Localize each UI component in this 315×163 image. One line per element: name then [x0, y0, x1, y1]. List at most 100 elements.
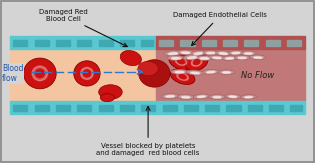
- Ellipse shape: [218, 70, 235, 74]
- Ellipse shape: [139, 60, 170, 87]
- Ellipse shape: [177, 50, 194, 55]
- Ellipse shape: [194, 60, 200, 65]
- Bar: [10, 49, 156, 101]
- Ellipse shape: [219, 53, 227, 54]
- Ellipse shape: [83, 70, 90, 77]
- Bar: [205, 104, 219, 111]
- Bar: [156, 36, 305, 49]
- Bar: [266, 40, 280, 46]
- Ellipse shape: [250, 55, 266, 59]
- Bar: [99, 40, 113, 46]
- Ellipse shape: [215, 51, 232, 56]
- Bar: [120, 40, 134, 46]
- Ellipse shape: [213, 96, 221, 98]
- Text: Blood
flow: Blood flow: [2, 64, 24, 83]
- Bar: [10, 36, 156, 49]
- Ellipse shape: [196, 56, 213, 60]
- Ellipse shape: [181, 96, 190, 98]
- Ellipse shape: [120, 51, 141, 66]
- Bar: [180, 40, 194, 46]
- Bar: [99, 104, 113, 111]
- Ellipse shape: [221, 56, 238, 60]
- Bar: [10, 101, 305, 114]
- Bar: [13, 104, 27, 111]
- Ellipse shape: [191, 72, 199, 74]
- Bar: [120, 104, 134, 111]
- Bar: [13, 40, 27, 46]
- Ellipse shape: [172, 58, 181, 59]
- Ellipse shape: [99, 85, 122, 99]
- Bar: [269, 104, 283, 111]
- Bar: [163, 104, 177, 111]
- Ellipse shape: [100, 94, 114, 102]
- Bar: [159, 40, 173, 46]
- Bar: [184, 104, 198, 111]
- Ellipse shape: [166, 96, 175, 97]
- Ellipse shape: [175, 71, 184, 73]
- Ellipse shape: [229, 96, 237, 97]
- Ellipse shape: [177, 73, 188, 80]
- Ellipse shape: [200, 58, 209, 59]
- Ellipse shape: [171, 69, 188, 74]
- Bar: [202, 40, 216, 46]
- Ellipse shape: [190, 51, 207, 56]
- Bar: [35, 40, 49, 46]
- Ellipse shape: [81, 67, 93, 79]
- Bar: [223, 40, 237, 46]
- Ellipse shape: [181, 52, 190, 54]
- Bar: [248, 104, 262, 111]
- Ellipse shape: [198, 96, 205, 98]
- Ellipse shape: [232, 52, 240, 54]
- Bar: [77, 104, 91, 111]
- Ellipse shape: [170, 69, 195, 84]
- Ellipse shape: [207, 71, 215, 73]
- Ellipse shape: [186, 53, 208, 71]
- Bar: [77, 40, 91, 46]
- Text: Damaged Endothelial Cells: Damaged Endothelial Cells: [173, 13, 267, 45]
- Ellipse shape: [194, 53, 203, 55]
- Bar: [141, 40, 153, 46]
- Bar: [287, 40, 301, 46]
- Ellipse shape: [244, 53, 252, 54]
- Bar: [244, 40, 259, 46]
- Bar: [226, 104, 241, 111]
- Ellipse shape: [193, 94, 209, 99]
- Ellipse shape: [169, 53, 178, 55]
- Ellipse shape: [209, 95, 225, 99]
- Ellipse shape: [186, 70, 204, 75]
- Ellipse shape: [167, 55, 186, 61]
- Ellipse shape: [138, 61, 158, 76]
- Ellipse shape: [74, 61, 100, 86]
- Text: Damaged Red
Blood Cell: Damaged Red Blood Cell: [39, 9, 127, 47]
- Bar: [56, 104, 70, 111]
- Ellipse shape: [177, 94, 194, 99]
- Ellipse shape: [203, 69, 219, 74]
- Ellipse shape: [179, 74, 186, 79]
- Ellipse shape: [209, 55, 226, 60]
- Ellipse shape: [187, 57, 197, 59]
- Text: Vessel blocked by platelets
and damaged  red blood cells: Vessel blocked by platelets and damaged …: [96, 107, 200, 156]
- Ellipse shape: [244, 96, 252, 98]
- Ellipse shape: [183, 55, 201, 60]
- Ellipse shape: [178, 59, 184, 64]
- Text: No Flow: No Flow: [241, 71, 274, 80]
- Bar: [141, 104, 155, 111]
- Ellipse shape: [241, 95, 256, 99]
- Ellipse shape: [161, 94, 179, 98]
- Ellipse shape: [241, 51, 256, 55]
- Ellipse shape: [164, 51, 182, 56]
- Bar: [290, 104, 302, 111]
- Ellipse shape: [207, 52, 215, 54]
- Ellipse shape: [24, 58, 56, 89]
- Ellipse shape: [225, 94, 241, 99]
- Ellipse shape: [222, 72, 231, 73]
- Ellipse shape: [226, 58, 234, 59]
- Ellipse shape: [254, 57, 262, 58]
- Ellipse shape: [35, 69, 44, 78]
- Ellipse shape: [203, 51, 219, 55]
- Bar: [35, 104, 49, 111]
- Ellipse shape: [213, 57, 221, 59]
- Bar: [156, 49, 305, 101]
- Ellipse shape: [169, 53, 193, 70]
- Bar: [56, 40, 70, 46]
